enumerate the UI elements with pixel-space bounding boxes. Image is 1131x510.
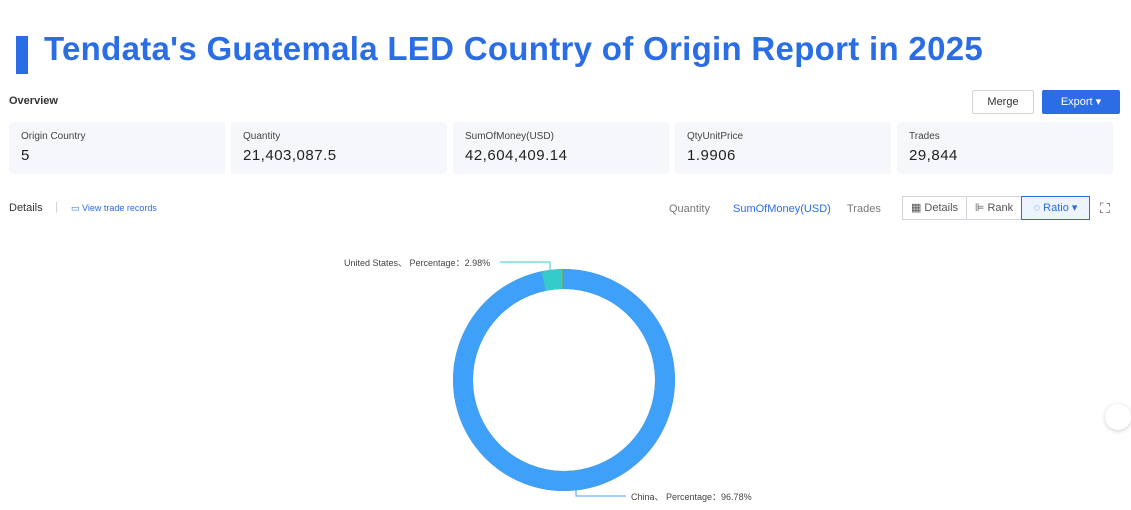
title-bar [16, 36, 28, 74]
stat-card: QtyUnitPrice 1.9906 [675, 122, 891, 174]
view-button[interactable]: ⊫ Rank [966, 196, 1022, 220]
leader-line [575, 488, 626, 497]
leader-line [500, 261, 551, 270]
details-label: Details [9, 202, 43, 214]
fullscreen-icon[interactable]: ⛶ [1100, 200, 1110, 216]
metric-tab[interactable]: Trades [847, 203, 881, 215]
view-text: Details [924, 202, 959, 214]
stat-card: Quantity 21,403,087.5 [231, 122, 447, 174]
slice[interactable] [453, 269, 676, 491]
stat-value: 5 [21, 147, 30, 164]
export-button[interactable]: Export ▾ [1042, 90, 1120, 114]
view-text: Ratio [1043, 202, 1069, 214]
stat-label: Quantity [243, 131, 281, 142]
page-title: Tendata's Guatemala LED Country of Origi… [44, 30, 984, 67]
view-button[interactable]: ◌ Ratio ▾ [1021, 196, 1090, 220]
merge-text: Merge [987, 96, 1019, 108]
stat-label: SumOfMoney(USD) [465, 131, 554, 142]
view-text: Rank [987, 202, 1014, 214]
metric-tab[interactable]: SumOfMoney(USD) [733, 203, 831, 215]
slice-label: United States、 Percentage：2.98% [344, 258, 490, 268]
stat-value: 42,604,409.14 [465, 147, 568, 164]
view-button[interactable]: ▦ Details [902, 196, 967, 220]
stat-card: SumOfMoney(USD) 42,604,409.14 [453, 122, 669, 174]
stat-card: Trades 29,844 [897, 122, 1113, 174]
stat-label: Trades [909, 131, 940, 142]
merge-button[interactable]: Merge [972, 90, 1034, 114]
divider: | [55, 201, 58, 213]
support-button[interactable] [1105, 404, 1131, 430]
stat-label: Origin Country [21, 131, 86, 142]
stat-label: QtyUnitPrice [687, 131, 744, 142]
donut-chart: United States、 Percentage：2.98% China、 P… [344, 258, 752, 502]
link-text: View trade records [82, 203, 157, 213]
metric-tab[interactable]: Quantity [669, 203, 710, 215]
stat-value: 29,844 [909, 147, 958, 164]
stat-value: 21,403,087.5 [243, 147, 337, 164]
stat-card: Origin Country 5 [9, 122, 225, 174]
view-records-link[interactable]: ▭ View trade records [71, 203, 157, 213]
overview-label: Overview [9, 95, 58, 107]
slice-label: China、 Percentage：96.78% [631, 492, 752, 502]
slices [453, 269, 676, 491]
slice[interactable] [541, 269, 563, 291]
stat-value: 1.9906 [687, 147, 736, 164]
export-text: Export [1060, 96, 1093, 108]
